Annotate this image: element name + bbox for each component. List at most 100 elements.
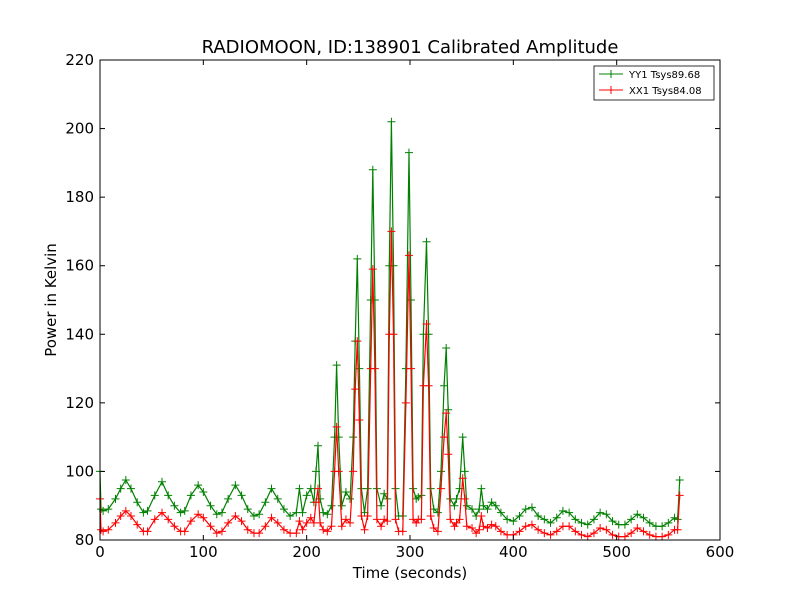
data-point	[212, 510, 221, 519]
y-tick-label: 140	[65, 325, 94, 343]
data-point	[353, 337, 362, 346]
data-point	[462, 501, 471, 510]
data-point	[267, 484, 276, 493]
data-point	[458, 433, 467, 442]
data-point	[433, 527, 442, 536]
data-point	[491, 522, 500, 531]
data-point	[664, 530, 673, 539]
data-point	[552, 527, 561, 536]
data-point	[496, 527, 505, 536]
data-point	[468, 505, 476, 514]
data-point	[565, 522, 574, 531]
data-point	[206, 501, 215, 510]
data-point	[565, 508, 574, 517]
data-point	[515, 512, 524, 520]
data-point	[391, 515, 400, 524]
data-point	[377, 522, 386, 531]
data-point	[349, 433, 358, 442]
data-point	[389, 330, 398, 339]
data-point	[440, 433, 449, 442]
data-point	[627, 529, 636, 538]
data-point	[534, 525, 543, 534]
data-point	[571, 527, 580, 536]
data-point	[496, 508, 505, 517]
data-point	[460, 467, 469, 476]
data-point	[589, 529, 598, 538]
data-point	[509, 517, 518, 526]
data-point	[387, 117, 396, 126]
data-point	[534, 512, 543, 520]
data-point	[194, 510, 203, 519]
data-point	[401, 398, 410, 407]
data-point	[97, 505, 106, 514]
data-point	[186, 491, 195, 500]
data-point	[596, 524, 605, 532]
data-point	[316, 518, 325, 527]
data-point	[372, 515, 381, 524]
y-tick-label: 180	[65, 188, 94, 206]
y-tick-label: 120	[65, 394, 94, 412]
data-point	[527, 520, 536, 529]
data-point	[267, 513, 276, 522]
legend: YY1 Tsys89.68 XX1 Tsys84.08	[593, 65, 715, 101]
data-point	[217, 527, 226, 536]
data-point	[440, 381, 449, 390]
data-point	[658, 532, 667, 541]
legend-label-yy1: YY1 Tsys89.68	[628, 70, 700, 81]
data-point	[429, 524, 438, 532]
data-point	[355, 364, 364, 373]
data-point	[552, 513, 561, 522]
data-point	[475, 525, 484, 534]
series-xx1	[96, 227, 684, 541]
data-point	[477, 512, 486, 520]
data-point	[279, 505, 288, 514]
data-point	[620, 532, 629, 541]
data-point	[645, 518, 654, 527]
data-point	[521, 505, 530, 514]
data-point	[139, 508, 148, 517]
series-line	[99, 231, 681, 538]
data-point	[602, 510, 611, 519]
data-point	[596, 508, 605, 517]
data-point	[468, 524, 476, 532]
data-point	[355, 416, 364, 424]
data-point	[180, 527, 189, 536]
data-point	[633, 510, 642, 519]
data-point	[143, 506, 152, 515]
y-tick-label: 80	[75, 531, 94, 549]
data-point	[243, 505, 252, 514]
data-point	[442, 409, 451, 418]
data-point	[212, 529, 221, 538]
data-point	[261, 522, 270, 531]
data-point	[444, 405, 453, 414]
ticks-layer: 0 100 200 300 400 500 600 80 100 120 140 160 180 200 2…	[65, 51, 734, 561]
data-point	[387, 227, 396, 236]
data-point	[133, 520, 142, 529]
data-point	[479, 522, 488, 531]
data-point	[483, 524, 492, 532]
data-point	[143, 527, 152, 536]
data-point	[170, 522, 179, 531]
x-tick-label: 400	[499, 543, 528, 561]
data-point	[444, 450, 453, 459]
data-point	[455, 515, 464, 524]
data-point	[368, 265, 377, 274]
data-point	[164, 515, 173, 524]
data-point	[255, 529, 264, 538]
data-point	[337, 522, 346, 531]
data-point	[224, 494, 233, 503]
data-point	[639, 527, 648, 536]
data-point	[627, 515, 636, 524]
data-point	[158, 508, 166, 517]
data-point	[360, 525, 369, 534]
data-point	[302, 491, 311, 500]
data-point	[199, 513, 208, 522]
data-point	[323, 527, 332, 536]
data-point	[231, 481, 240, 490]
x-tick-label: 200	[292, 543, 321, 561]
data-point	[546, 530, 555, 539]
data-point	[571, 515, 580, 524]
data-point	[295, 484, 304, 493]
data-point	[383, 517, 392, 526]
x-tick-label: 0	[95, 543, 105, 561]
